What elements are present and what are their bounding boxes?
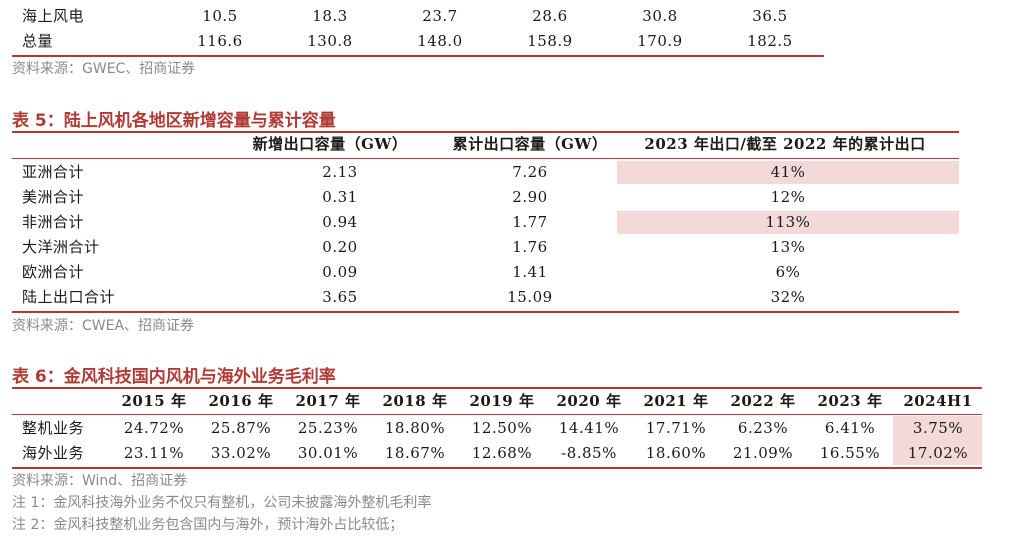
table-cell: 12.68%	[471, 444, 533, 462]
table-cell: 41%	[770, 163, 806, 181]
row-label: 亚洲合计	[22, 163, 85, 181]
cell-highlight	[617, 211, 959, 234]
table-cell: 30.01%	[297, 444, 359, 462]
table-cell: 1.77	[512, 213, 548, 231]
column-header: 2024H1	[903, 392, 973, 410]
table-source: 资料来源：CWEA、招商证券	[12, 318, 195, 334]
row-label: 大洋洲合计	[22, 238, 100, 256]
row-label: 陆上出口合计	[22, 288, 116, 306]
table-cell: 158.9	[527, 32, 573, 50]
column-header: 2020 年	[556, 392, 622, 410]
table-cell: 33.02%	[210, 444, 272, 462]
column-header: 2022 年	[730, 392, 796, 410]
table-cell: -8.85%	[561, 444, 617, 462]
column-header: 累计出口容量（GW）	[452, 135, 608, 153]
header-rule	[12, 414, 982, 415]
row-label: 美洲合计	[22, 188, 85, 206]
table-cell: 6.41%	[824, 419, 876, 437]
table-cell: 30.8	[642, 7, 678, 25]
table-cell: 2.90	[512, 188, 548, 206]
table-cell: 12%	[770, 188, 806, 206]
table-cell: 0.20	[322, 238, 358, 256]
table-cell: 32%	[770, 288, 806, 306]
table-note: 注 2：金风科技整机业务包含国内与海外，预计海外占比较低；	[12, 517, 404, 533]
table-cell: 21.09%	[732, 444, 794, 462]
table-cell: 10.5	[202, 7, 238, 25]
table-cell: 3.75%	[912, 419, 964, 437]
table-cell: 0.09	[322, 263, 358, 281]
column-header: 2021 年	[643, 392, 709, 410]
table-cell: 23.11%	[123, 444, 185, 462]
column-header: 2016 年	[208, 392, 274, 410]
table-cell: 36.5	[752, 7, 788, 25]
table-cell: 182.5	[747, 32, 793, 50]
table-cell: 1.76	[512, 238, 548, 256]
table-cell: 6.23%	[737, 419, 789, 437]
table-cell: 18.60%	[645, 444, 707, 462]
table-title: 表 6：金风科技国内风机与海外业务毛利率	[12, 367, 336, 387]
table-bottom-rule	[12, 55, 824, 57]
column-header: 2015 年	[121, 392, 187, 410]
row-label: 整机业务	[22, 419, 85, 437]
table-cell: 170.9	[637, 32, 683, 50]
table-cell: 18.80%	[384, 419, 446, 437]
table-cell: 18.3	[312, 7, 348, 25]
table-cell: 15.09	[507, 288, 553, 306]
table-bottom-rule	[12, 467, 982, 469]
table-cell: 0.94	[322, 213, 358, 231]
row-label: 海外业务	[22, 444, 85, 462]
table-top-rule	[12, 387, 982, 389]
table-cell: 14.41%	[558, 419, 620, 437]
row-label: 欧洲合计	[22, 263, 85, 281]
column-header: 2017 年	[295, 392, 361, 410]
column-header: 2023 年出口/截至 2022 年的累计出口	[644, 135, 926, 153]
table-source: 资料来源：GWEC、招商证券	[12, 61, 196, 77]
table-cell: 24.72%	[123, 419, 185, 437]
cell-highlight	[617, 161, 959, 184]
table-cell: 13%	[770, 238, 806, 256]
row-label: 海上风电	[22, 7, 85, 25]
table-cell: 1.41	[512, 263, 548, 281]
row-label: 非洲合计	[22, 213, 85, 231]
column-header: 2023 年	[817, 392, 883, 410]
column-header: 2018 年	[382, 392, 448, 410]
table-title: 表 5：陆上风机各地区新增容量与累计容量	[12, 111, 336, 131]
table-note: 注 1：金风科技海外业务不仅只有整机，公司未披露海外整机毛利率	[12, 495, 432, 511]
table-bottom-rule	[12, 311, 959, 313]
row-label: 总量	[22, 32, 54, 50]
table-cell: 130.8	[307, 32, 353, 50]
table-cell: 25.87%	[210, 419, 272, 437]
column-header: 新增出口容量（GW）	[252, 135, 408, 153]
table-cell: 7.26	[512, 163, 548, 181]
table-cell: 18.67%	[384, 444, 446, 462]
table-cell: 3.65	[322, 288, 358, 306]
table-cell: 148.0	[417, 32, 463, 50]
table-source: 资料来源：Wind、招商证券	[12, 473, 188, 489]
table-cell: 116.6	[197, 32, 243, 50]
table-top-rule	[12, 131, 959, 133]
table-cell: 28.6	[532, 7, 568, 25]
header-rule	[12, 158, 959, 159]
table-cell: 23.7	[422, 7, 458, 25]
table-cell: 17.02%	[907, 444, 969, 462]
table-cell: 2.13	[322, 163, 358, 181]
column-header: 2019 年	[469, 392, 535, 410]
table-cell: 113%	[765, 213, 811, 231]
table-cell: 16.55%	[819, 444, 881, 462]
table-cell: 25.23%	[297, 419, 359, 437]
table-cell: 6%	[775, 263, 801, 281]
table-cell: 12.50%	[471, 419, 533, 437]
table-cell: 0.31	[322, 188, 358, 206]
cell-highlight	[893, 416, 982, 465]
table-cell: 17.71%	[645, 419, 707, 437]
